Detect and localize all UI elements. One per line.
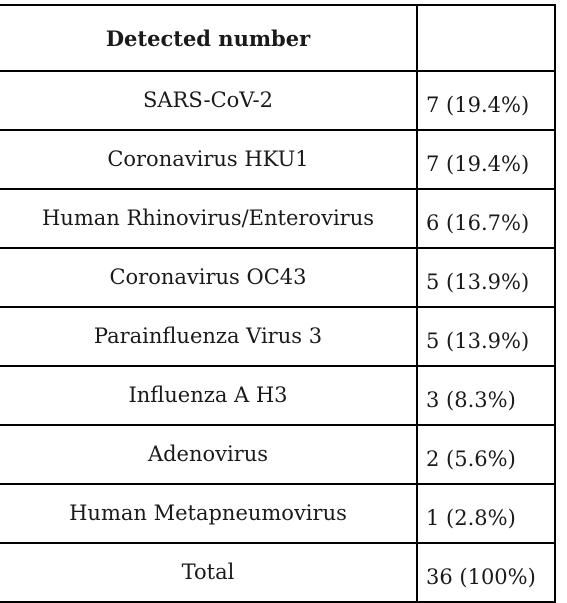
table-row: Coronavirus HKU1 7 (19.4%) [0,129,556,190]
table-row: Parainfluenza Virus 3 5 (13.9%) [0,306,556,367]
virus-count-cell: 2 (5.6%) [416,424,556,485]
detected-virus-table: Detected number SARS-CoV-2 7 (19.4%) Cor… [0,4,556,603]
virus-count-cell: 7 (19.4%) [416,129,556,190]
virus-name-cell: Influenza A H3 [0,365,418,426]
virus-count-cell: 7 (19.4%) [416,70,556,131]
virus-name-cell: Human Rhinovirus/Enterovirus [0,188,418,249]
header-value-cell [416,4,556,72]
virus-name-cell: Adenovirus [0,424,418,485]
table-row: Human Metapneumovirus 1 (2.8%) [0,483,556,544]
virus-count-cell: 5 (13.9%) [416,306,556,367]
virus-count-cell: 1 (2.8%) [416,483,556,544]
virus-name-cell: Coronavirus OC43 [0,247,418,308]
virus-name-cell: SARS-CoV-2 [0,70,418,131]
total-count-cell: 36 (100%) [416,542,556,603]
table-row: Coronavirus OC43 5 (13.9%) [0,247,556,308]
total-label-cell: Total [0,542,418,603]
table-row: SARS-CoV-2 7 (19.4%) [0,70,556,131]
virus-name-cell: Coronavirus HKU1 [0,129,418,190]
virus-count-cell: 6 (16.7%) [416,188,556,249]
table-total-row: Total 36 (100%) [0,542,556,603]
table-header-row: Detected number [0,4,556,72]
table-row: Adenovirus 2 (5.6%) [0,424,556,485]
virus-name-cell: Parainfluenza Virus 3 [0,306,418,367]
virus-count-cell: 5 (13.9%) [416,247,556,308]
table-row: Human Rhinovirus/Enterovirus 6 (16.7%) [0,188,556,249]
virus-name-cell: Human Metapneumovirus [0,483,418,544]
virus-count-cell: 3 (8.3%) [416,365,556,426]
table-row: Influenza A H3 3 (8.3%) [0,365,556,426]
header-label-cell: Detected number [0,4,418,72]
